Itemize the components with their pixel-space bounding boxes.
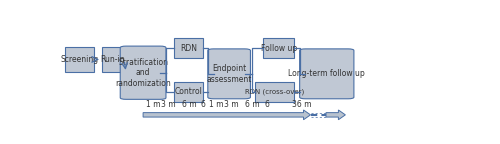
Text: 6 m: 6 m xyxy=(245,100,260,109)
Text: 1 m: 1 m xyxy=(146,100,161,109)
Text: 6 m: 6 m xyxy=(182,100,197,109)
FancyBboxPatch shape xyxy=(300,49,354,99)
Text: Long-term follow up: Long-term follow up xyxy=(288,69,365,78)
FancyBboxPatch shape xyxy=(102,47,124,72)
FancyArrow shape xyxy=(143,110,310,120)
Text: RDN: RDN xyxy=(180,44,197,53)
FancyBboxPatch shape xyxy=(66,47,94,72)
Text: 36 m: 36 m xyxy=(292,100,312,109)
Text: Endpoint
assessment: Endpoint assessment xyxy=(206,64,252,84)
FancyBboxPatch shape xyxy=(208,49,250,99)
Text: RDN (cross-over): RDN (cross-over) xyxy=(245,88,304,95)
FancyBboxPatch shape xyxy=(263,38,294,58)
Text: Run-in: Run-in xyxy=(100,55,125,64)
Text: 3 m: 3 m xyxy=(161,100,176,109)
FancyBboxPatch shape xyxy=(174,82,203,102)
Text: Screening: Screening xyxy=(61,55,99,64)
Text: 6: 6 xyxy=(264,100,270,109)
Text: Follow up: Follow up xyxy=(260,44,297,53)
Text: Control: Control xyxy=(174,87,203,96)
FancyBboxPatch shape xyxy=(174,38,203,58)
Text: 6: 6 xyxy=(200,100,205,109)
FancyArrow shape xyxy=(326,110,345,120)
FancyBboxPatch shape xyxy=(120,46,166,99)
Text: Stratification
and
randomization: Stratification and randomization xyxy=(115,58,171,88)
Text: 3 m: 3 m xyxy=(224,100,238,109)
FancyBboxPatch shape xyxy=(256,82,294,102)
Text: 1 m: 1 m xyxy=(210,100,224,109)
